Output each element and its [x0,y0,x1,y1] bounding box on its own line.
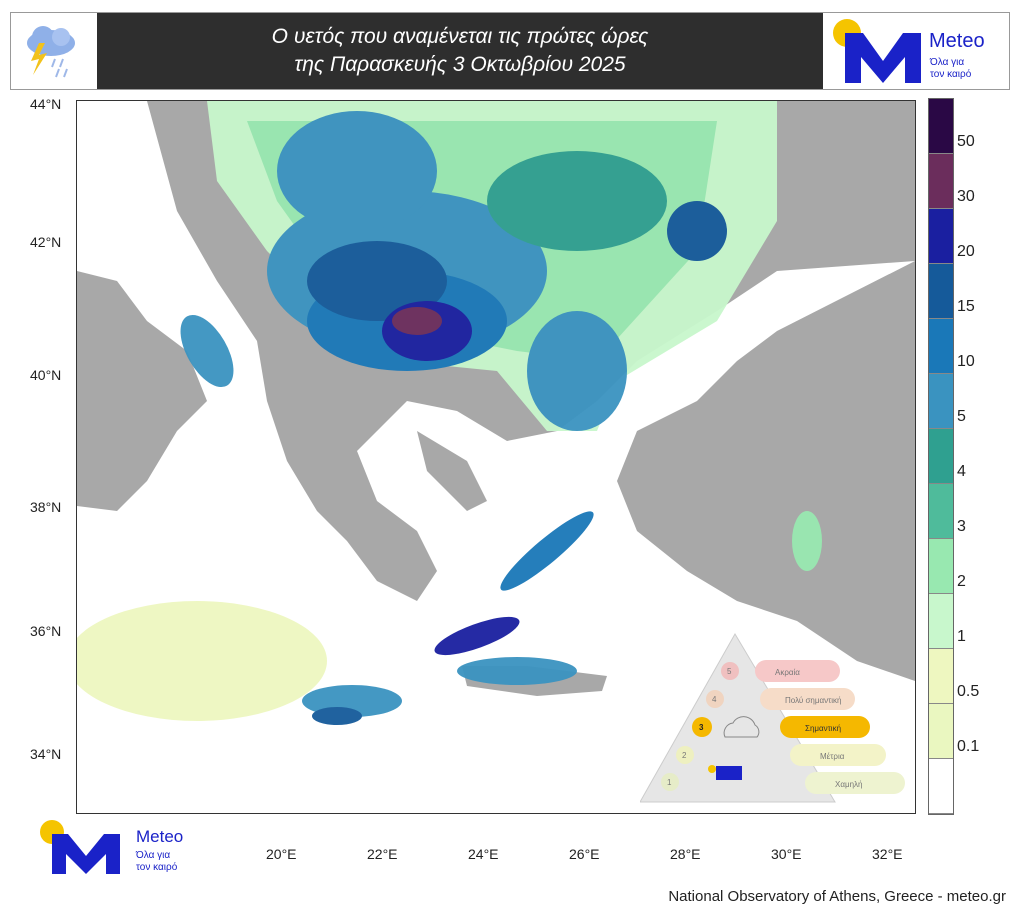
legend-label: 4 [957,463,966,480]
header: Ο υετός που αναμένεται τις πρώτες ώρες τ… [10,12,1010,90]
warning-label-4: Πολύ σημαντική [785,696,842,705]
lat-label: 36°N [30,623,62,639]
turkey-land [617,261,915,681]
legend-color-box [929,99,953,154]
warning-label-5: Ακραία [775,668,800,677]
lat-label: 44°N [30,96,62,112]
level-2: 2 [682,751,687,760]
lat-label: 34°N [30,746,62,762]
lon-label: 20°E [266,846,297,862]
legend-label: 3 [957,518,966,535]
legend-label: 15 [957,298,975,315]
lat-label: 40°N [30,367,62,383]
evia-land [417,431,487,511]
rain-cloud-icon [723,716,760,738]
meteo-logo: Meteo Όλα για τον καιρό [833,19,985,83]
legend-label: 0.5 [957,683,980,700]
logo-tagline-2: τον καιρό [930,68,972,80]
title-line-2: της Παρασκευής 3 Οκτωβρίου 2025 [294,53,626,76]
warning-label-2: Μέτρια [820,752,845,761]
rain-band-aegean [434,616,520,656]
level-1: 1 [667,778,672,787]
lon-label: 26°E [569,846,600,862]
legend-color-box [929,429,953,484]
title-line-1: Ο υετός που αναμένεται τις πρώτες ώρες [271,25,649,48]
lat-label: 42°N [30,234,62,250]
legend-color-box [929,649,953,704]
legend-color-box [929,484,953,539]
logo-name: Meteo [136,827,183,846]
logo-tagline-1: Όλα για [929,57,964,68]
lon-label: 22°E [367,846,398,862]
legend-label: 10 [957,353,975,370]
legend-label: 2 [957,573,966,590]
legend-color-box [929,319,953,374]
legend-label: 5 [957,408,966,425]
level-4: 4 [712,695,717,704]
warning-scale-graphic: Ακραία Πολύ σημαντική Σημαντική Μέτρια Χ… [640,633,905,803]
legend-label: 0.1 [957,738,980,755]
lon-label: 30°E [771,846,802,862]
logo-name: Meteo [929,30,985,52]
legend-label: 20 [957,243,975,260]
legend-color-box [929,704,953,759]
legend-color-box [929,209,953,264]
legend-label: 1 [957,628,966,645]
legend-color-box [929,264,953,319]
lon-label: 24°E [468,846,499,862]
precipitation-legend [928,98,954,815]
map-title: Ο υετός που αναμένεται τις πρώτες ώρες τ… [97,13,823,89]
legend-color-box [929,594,953,649]
italy-land [77,271,207,511]
credit-text: National Observatory of Athens, Greece -… [668,888,1006,905]
precipitation-fields [77,101,822,725]
thunderstorm-rain-icon [27,26,75,78]
lon-label: 32°E [872,846,903,862]
legend-color-box [929,374,953,429]
warning-bars [755,660,905,794]
legend-color-box [929,539,953,594]
rain-heavy-core [392,307,442,335]
legend-label: 30 [957,188,975,205]
warning-label-1: Χαμηλή [835,780,862,789]
level-5: 5 [727,667,732,676]
level-3-active: 3 [699,723,704,732]
legend-color-box [929,759,953,814]
lon-label: 28°E [670,846,701,862]
meteo-logo-bottom: Meteo Όλα για τον καιρό [40,820,183,874]
logo-tagline-1: Όλα για [135,850,170,861]
logo-tagline-2: τον καιρό [136,861,178,873]
lat-label: 38°N [30,499,62,515]
meteo-mini-logo [708,765,742,780]
precipitation-map [76,100,916,814]
legend-label: 50 [957,133,975,150]
legend-color-box [929,154,953,209]
warning-label-3: Σημαντική [805,724,841,733]
